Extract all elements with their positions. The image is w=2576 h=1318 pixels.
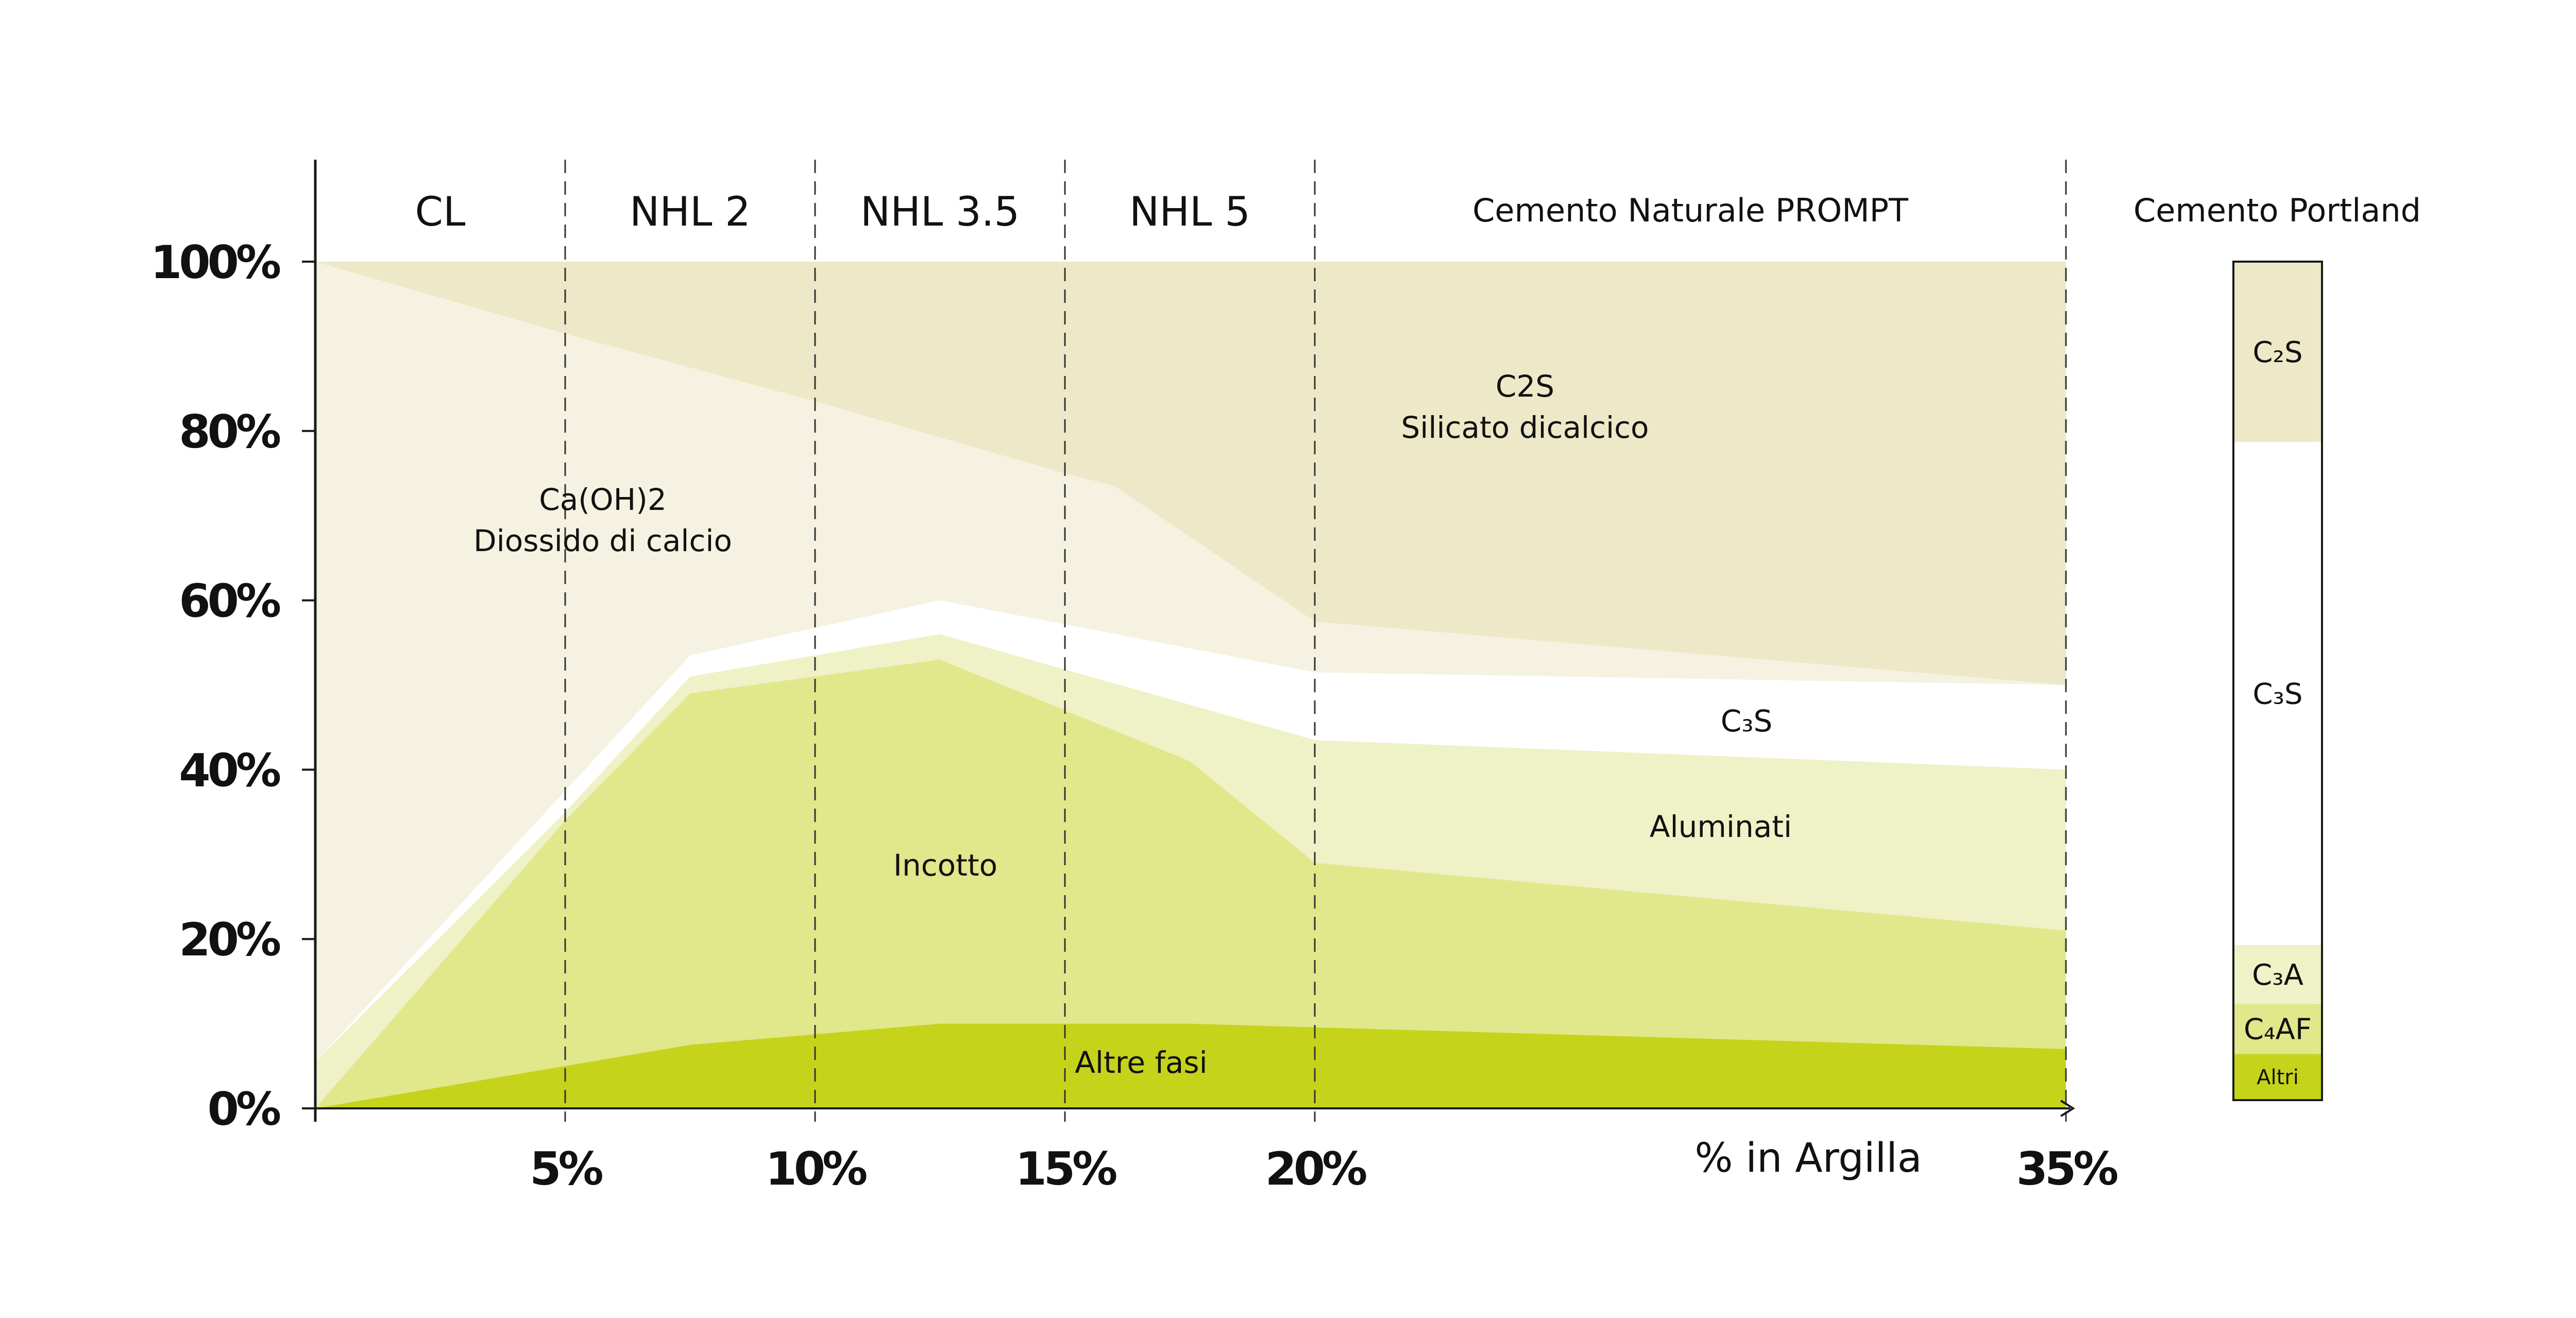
c3s-label: C₃S xyxy=(1721,704,1773,739)
zone-dividers xyxy=(564,160,2067,1122)
x-axis-label: % in Argilla xyxy=(1694,1135,1922,1182)
area-altre-fasi xyxy=(315,1023,2066,1108)
axes xyxy=(314,160,2075,1122)
portland-segment-label: Altri xyxy=(2257,1066,2299,1089)
y-tick-label: 60% xyxy=(179,575,280,628)
zone-label: NHL 5 xyxy=(1129,189,1250,235)
portland-segment-label: C₃S xyxy=(2252,677,2302,711)
c2s-sublabel: Silicato dicalcico xyxy=(1401,410,1649,445)
x-axis-arrow-icon xyxy=(2060,1100,2075,1117)
y-tick-label: 20% xyxy=(179,913,280,966)
portland-segment xyxy=(2233,442,2322,945)
x-tick-labels: 5% 10% 15% 20% 35% xyxy=(530,1142,2121,1195)
zone-labels: CL NHL 2 NHL 3.5 NHL 5 Cemento Naturale PROM… xyxy=(415,189,1909,235)
stacked-areas xyxy=(315,262,2066,1108)
caoh-label: Ca(OH)2 xyxy=(539,482,666,517)
portland-segment xyxy=(2233,1003,2322,1054)
y-tick-label: 0% xyxy=(208,1083,280,1136)
incotto-label: Incotto xyxy=(893,848,997,883)
aluminati-label: Aluminati xyxy=(1650,809,1792,844)
x-tick-label: 15% xyxy=(1015,1142,1116,1195)
portland-segment xyxy=(2233,262,2322,442)
portland-segments: Altri C₄AF C₃A C₃S C₂S xyxy=(2233,262,2322,1100)
x-tick-label: 35% xyxy=(2016,1142,2117,1195)
portland-segment-label: C₃A xyxy=(2252,958,2303,992)
portland-frame xyxy=(2232,261,2323,1101)
zone-label: NHL 3.5 xyxy=(860,189,1020,235)
zone-label: NHL 2 xyxy=(630,189,751,235)
portland-segment xyxy=(2233,945,2322,1004)
portland-title: Cemento Portland xyxy=(2133,192,2421,229)
y-tick-labels: 0% 20% 40% 60% 80% 100% xyxy=(150,236,315,1136)
zone-label: Cemento Naturale PROMPT xyxy=(1472,192,1909,229)
x-tick-label: 5% xyxy=(530,1142,602,1195)
area-labels: C2S Silicato dicalcico Ca(OH)2 Diossido … xyxy=(473,369,1792,1080)
caoh-sublabel: Diossido di calcio xyxy=(473,523,732,558)
area-incotto xyxy=(315,659,2066,1108)
portland-bar: Cemento Portland Altri C₄AF C₃A C₃S C₂S xyxy=(2133,192,2421,1101)
y-tick-label: 100% xyxy=(150,236,280,289)
y-tick-label: 80% xyxy=(179,405,280,458)
portland-segment-label: C₂S xyxy=(2252,336,2302,369)
zone-label: CL xyxy=(415,189,466,235)
portland-segment xyxy=(2233,1054,2322,1100)
altre-fasi-label: Altre fasi xyxy=(1075,1045,1208,1080)
c2s-label: C2S xyxy=(1496,369,1554,404)
x-tick-label: 10% xyxy=(766,1142,867,1195)
y-tick-label: 40% xyxy=(179,744,280,797)
portland-segment-label: C₄AF xyxy=(2244,1013,2312,1047)
x-tick-label: 20% xyxy=(1265,1142,1366,1195)
